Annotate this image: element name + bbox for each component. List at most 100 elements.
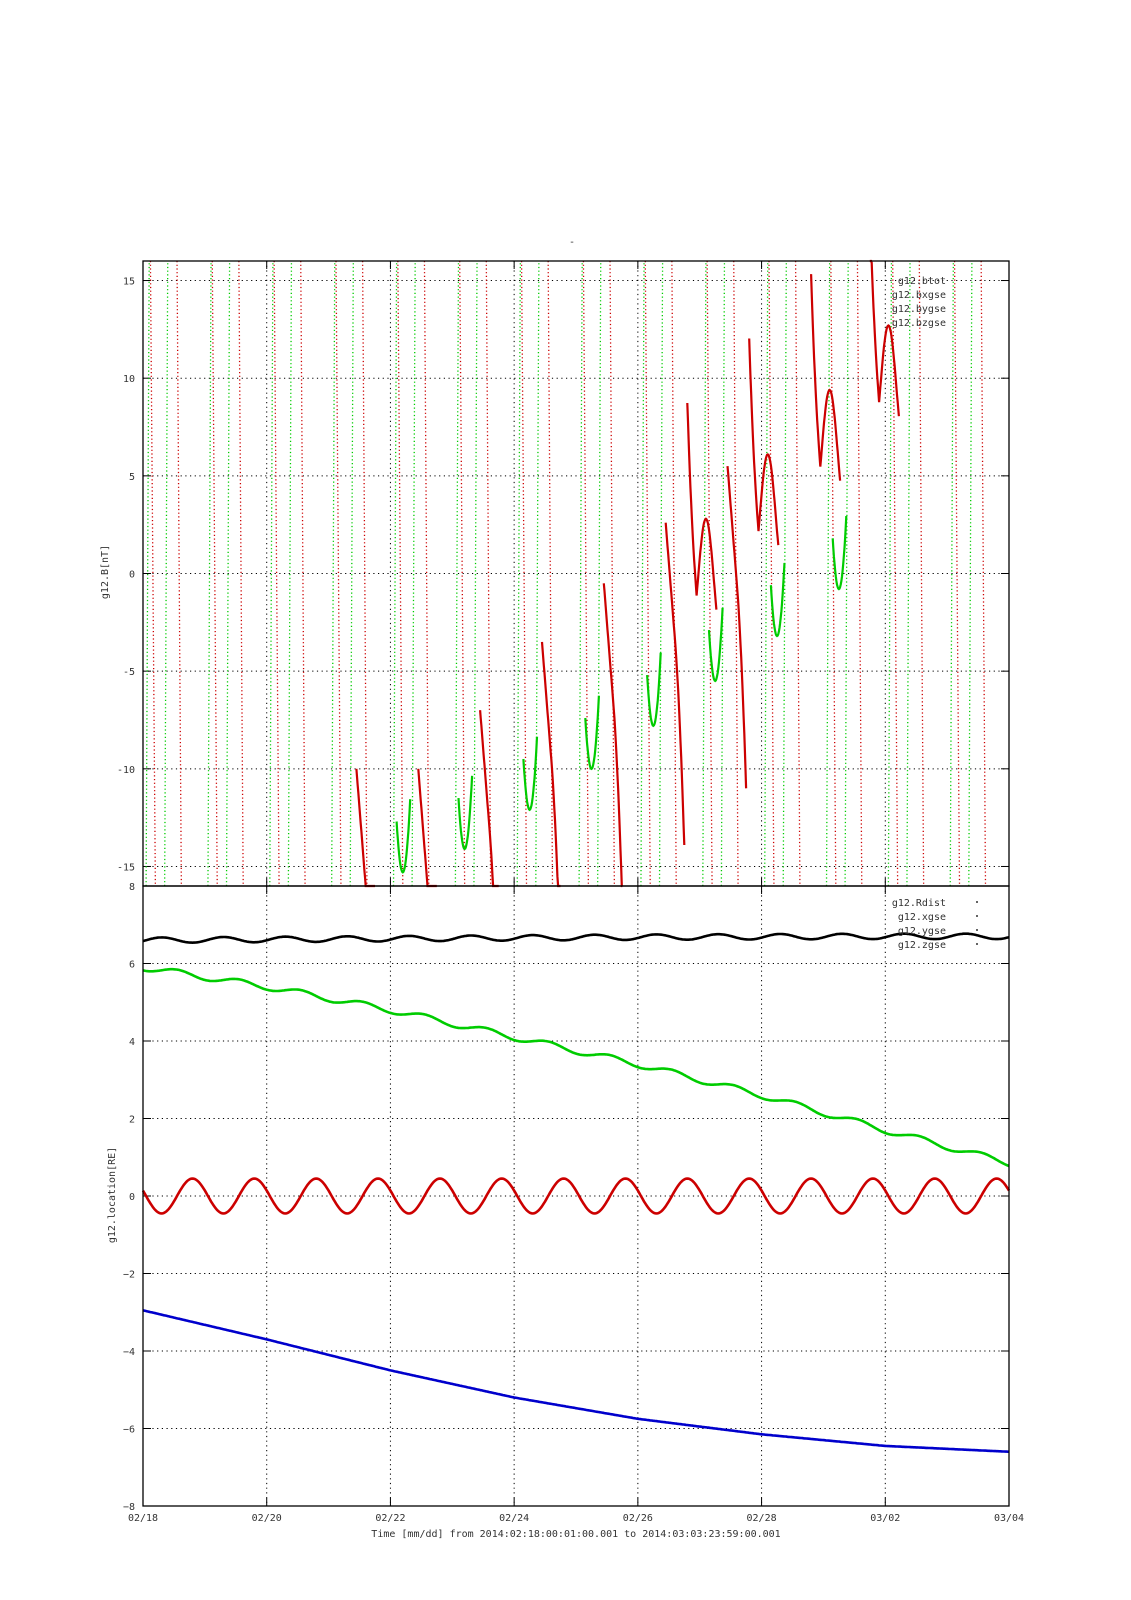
- bottom-y-ticks: −8 −6 −4 −2 0 2 4 6 8: [123, 882, 135, 1513]
- bxgse-sweep: [335, 260, 342, 887]
- bygse-dip: [395, 799, 412, 874]
- bxgse-sweep: [830, 260, 837, 887]
- y-tick-label: -10: [117, 765, 135, 776]
- bygse-sweep: [597, 260, 602, 887]
- bygse-dip: [831, 515, 848, 591]
- legend-bygse: g12.bygse: [892, 304, 946, 315]
- y-tick-label: -15: [117, 862, 135, 873]
- bygse-sweep: [516, 260, 521, 887]
- bxgse-sweep: [706, 260, 713, 887]
- bxgse-sweep: [485, 260, 492, 887]
- bxgse-sweep: [149, 260, 157, 887]
- bxgse-sweep: [856, 260, 863, 887]
- series-g12-Rdist: [142, 932, 1010, 945]
- bygse-sweep: [331, 260, 336, 887]
- top-y-axis-label: g12.B[nT]: [100, 545, 111, 599]
- y-tick-label: 8: [129, 882, 135, 893]
- y-tick-label: 0: [129, 570, 135, 581]
- bygse-sweep: [473, 260, 478, 887]
- bygse-sweep: [392, 260, 398, 887]
- x-axis-label: Time [mm/dd] from 2014:02:18:00:01:00.00…: [371, 1529, 780, 1540]
- x-tick-label: 03/02: [870, 1513, 900, 1524]
- bottom-legend: g12.Rdist g12.xgse g12.ygse g12.zgse: [892, 898, 978, 951]
- x-tick-label: 02/28: [747, 1513, 777, 1524]
- y-tick-label: −4: [123, 1347, 135, 1358]
- bxgse-sweep: [980, 260, 987, 887]
- bygse-sweep: [764, 260, 769, 887]
- legend-marker: [976, 901, 978, 903]
- y-tick-label: 4: [129, 1037, 135, 1048]
- bxgse-sweep: [361, 260, 368, 887]
- x-tick-label: 02/18: [128, 1513, 158, 1524]
- y-tick-label: 6: [129, 960, 135, 971]
- bygse-sweep: [349, 260, 354, 887]
- top-y-ticks: -15 -10 -5 0 5 10 15: [117, 277, 135, 874]
- bygse-sweep: [658, 260, 664, 887]
- bxgse-peak: [869, 259, 900, 417]
- x-tick-label: 02/20: [252, 1513, 282, 1524]
- bygse-sweep: [906, 260, 911, 887]
- bygse-dip: [522, 736, 539, 812]
- bxgse-sweep: [609, 260, 616, 887]
- legend-rdist: g12.Rdist: [892, 898, 946, 909]
- top-legend: g12.btot g12.bxgse g12.bygse g12.bzgse: [892, 276, 946, 329]
- bygse-sweep: [535, 260, 540, 887]
- y-tick-label: -5: [123, 667, 135, 678]
- bygse-sweep: [968, 260, 973, 887]
- bygse-sweep: [782, 260, 787, 887]
- bygse-dip: [646, 652, 662, 728]
- bxgse-peak: [686, 402, 718, 610]
- x-tick-label: 02/24: [499, 1513, 529, 1524]
- y-tick-label: −8: [123, 1502, 135, 1513]
- legend-zgse: g12.zgse: [898, 940, 946, 951]
- bygse-dip: [769, 562, 786, 638]
- bxgse-sweep: [644, 260, 651, 887]
- series-g12-zgse: [142, 1309, 1009, 1453]
- legend-bxgse: g12.bxgse: [892, 290, 946, 301]
- x-tick-label: 03/04: [994, 1513, 1024, 1524]
- bxgse-sweep: [582, 260, 590, 887]
- legend-xgse: g12.xgse: [898, 912, 946, 923]
- bxgse-sweep: [211, 260, 218, 887]
- bxgse-sweep: [547, 260, 554, 887]
- bxgse-sweep: [238, 260, 244, 887]
- bxgse-sweep: [733, 260, 739, 887]
- bygse-sweep: [825, 260, 831, 887]
- bxgse-peak: [810, 274, 842, 481]
- legend-ygse: g12.ygse: [898, 926, 946, 937]
- bygse-sweep: [287, 260, 293, 887]
- bxgse-sweep: [176, 260, 183, 887]
- bygse-sweep: [844, 260, 849, 887]
- bygse-sweep: [702, 260, 707, 887]
- legend-marker: [976, 929, 978, 931]
- y-tick-label: 5: [129, 472, 135, 483]
- bygse-sweep: [640, 260, 645, 887]
- bxgse-peak: [748, 338, 780, 546]
- bxgse-segment: [664, 522, 686, 846]
- bygse-sweep: [269, 260, 274, 887]
- bxgse-segment: [540, 641, 561, 888]
- bottom-y-axis-label: g12.location[RE]: [107, 1147, 118, 1243]
- bygse-sweep: [720, 260, 726, 887]
- legend-marker: [976, 943, 978, 945]
- bxgse-segment: [726, 466, 748, 789]
- bxgse-sweep: [520, 260, 528, 887]
- bxgse-sweep: [794, 260, 801, 887]
- top-series: [145, 259, 987, 888]
- bxgse-sweep: [918, 260, 925, 887]
- bxgse-sweep: [273, 260, 280, 887]
- legend-marker: [976, 915, 978, 917]
- bottom-series: [141, 932, 1011, 1453]
- y-tick-label: 2: [129, 1115, 135, 1126]
- bxgse-sweep: [300, 260, 306, 887]
- bygse-sweep: [887, 260, 893, 887]
- bxgse-sweep: [671, 260, 677, 887]
- bygse-dip: [457, 775, 474, 851]
- x-tick-label: 02/26: [623, 1513, 653, 1524]
- magnetic-field-panel: -15 -10 -5 0 5 10 15 g12.B[nT] g12.btot g12.bx…: [100, 259, 1010, 888]
- bygse-sweep: [225, 260, 231, 887]
- chart-title: -: [569, 237, 575, 248]
- bygse-dip: [584, 695, 600, 771]
